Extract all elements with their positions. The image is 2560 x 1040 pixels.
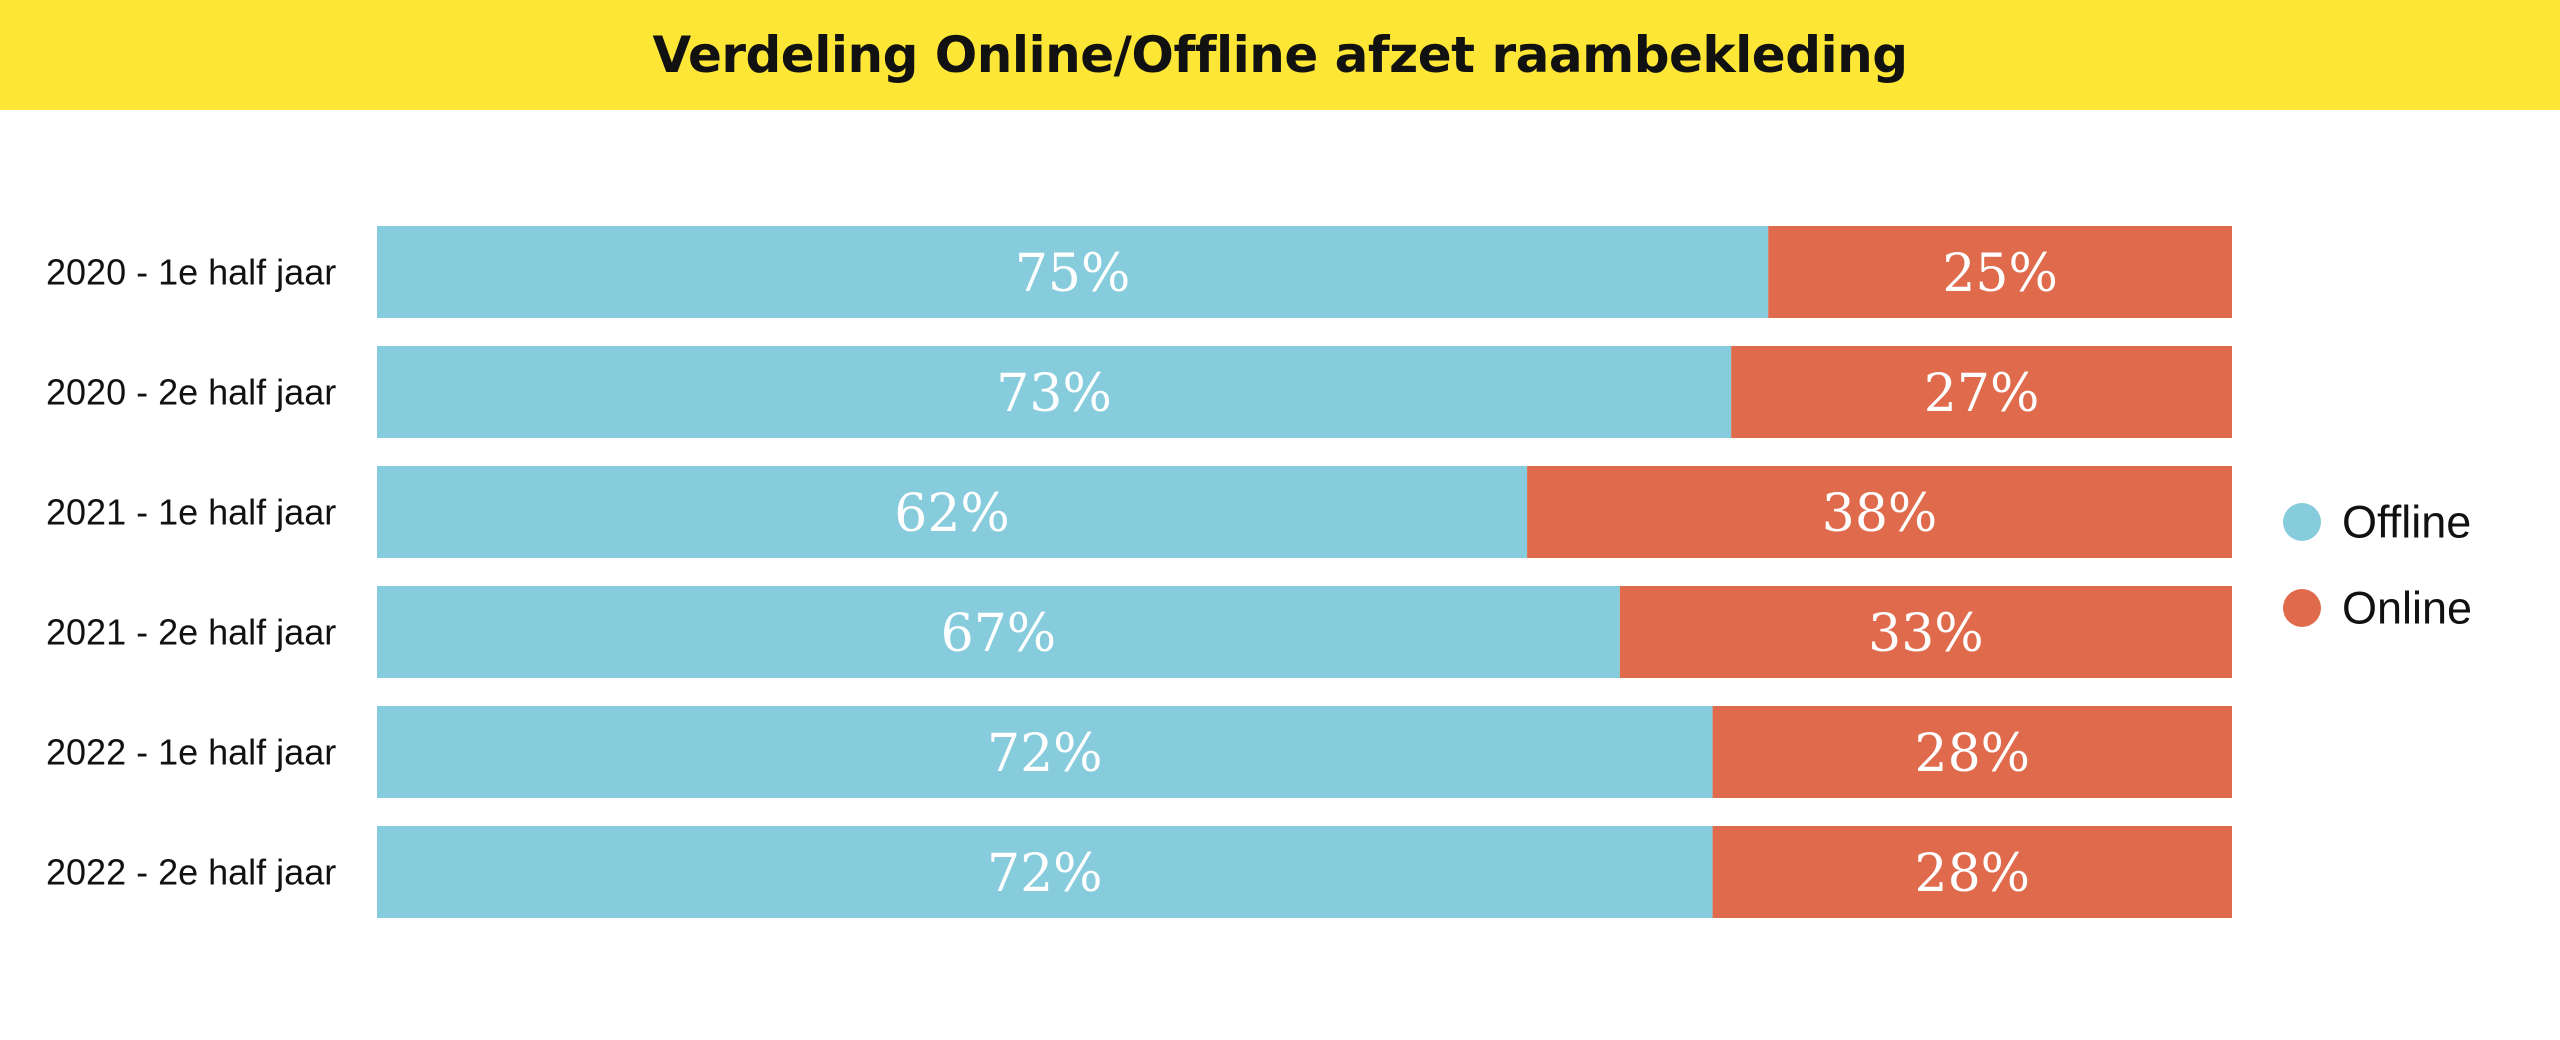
- data-label: 28%: [1915, 724, 2031, 784]
- category-label: 2020 - 1e half jaar: [46, 252, 336, 293]
- data-label: 25%: [1942, 244, 2058, 304]
- data-label: 67%: [941, 604, 1057, 664]
- data-label: 72%: [987, 724, 1103, 784]
- bar-segment-online: [1712, 826, 2232, 918]
- bar-segment-offline: [377, 346, 1732, 438]
- legend-label-online: Online: [2342, 583, 2472, 634]
- data-label: 62%: [894, 484, 1010, 544]
- bar-segment-online: [1768, 226, 2232, 318]
- category-label: 2022 - 2e half jaar: [46, 852, 336, 893]
- bar-segment-offline: [377, 226, 1769, 318]
- bar-segment-online: [1619, 586, 2232, 678]
- legend-label-offline: Offline: [2342, 497, 2471, 548]
- bar-segment-offline: [377, 466, 1528, 558]
- category-label: 2020 - 2e half jaar: [46, 372, 336, 413]
- bar-segment-offline: [377, 706, 1713, 798]
- bar-segment-online: [1712, 706, 2232, 798]
- bar-segment-offline: [377, 586, 1620, 678]
- category-label: 2022 - 1e half jaar: [46, 732, 336, 773]
- data-label: 73%: [996, 364, 1112, 424]
- legend-marker-online: [2283, 589, 2321, 627]
- chart-title: Verdeling Online/Offline afzet raambekle…: [652, 26, 1908, 84]
- data-label: 38%: [1822, 484, 1938, 544]
- bar-segment-online: [1527, 466, 2232, 558]
- bar-segment-offline: [377, 826, 1713, 918]
- data-label: 27%: [1924, 364, 2040, 424]
- data-label: 28%: [1915, 844, 2031, 904]
- bar-segment-online: [1731, 346, 2232, 438]
- legend-marker-offline: [2283, 503, 2321, 541]
- data-label: 33%: [1868, 604, 1984, 664]
- data-label: 75%: [1015, 244, 1131, 304]
- title-banner: Verdeling Online/Offline afzet raambekle…: [0, 0, 2560, 110]
- category-label: 2021 - 2e half jaar: [46, 612, 336, 653]
- category-label: 2021 - 1e half jaar: [46, 492, 336, 533]
- data-label: 72%: [987, 844, 1103, 904]
